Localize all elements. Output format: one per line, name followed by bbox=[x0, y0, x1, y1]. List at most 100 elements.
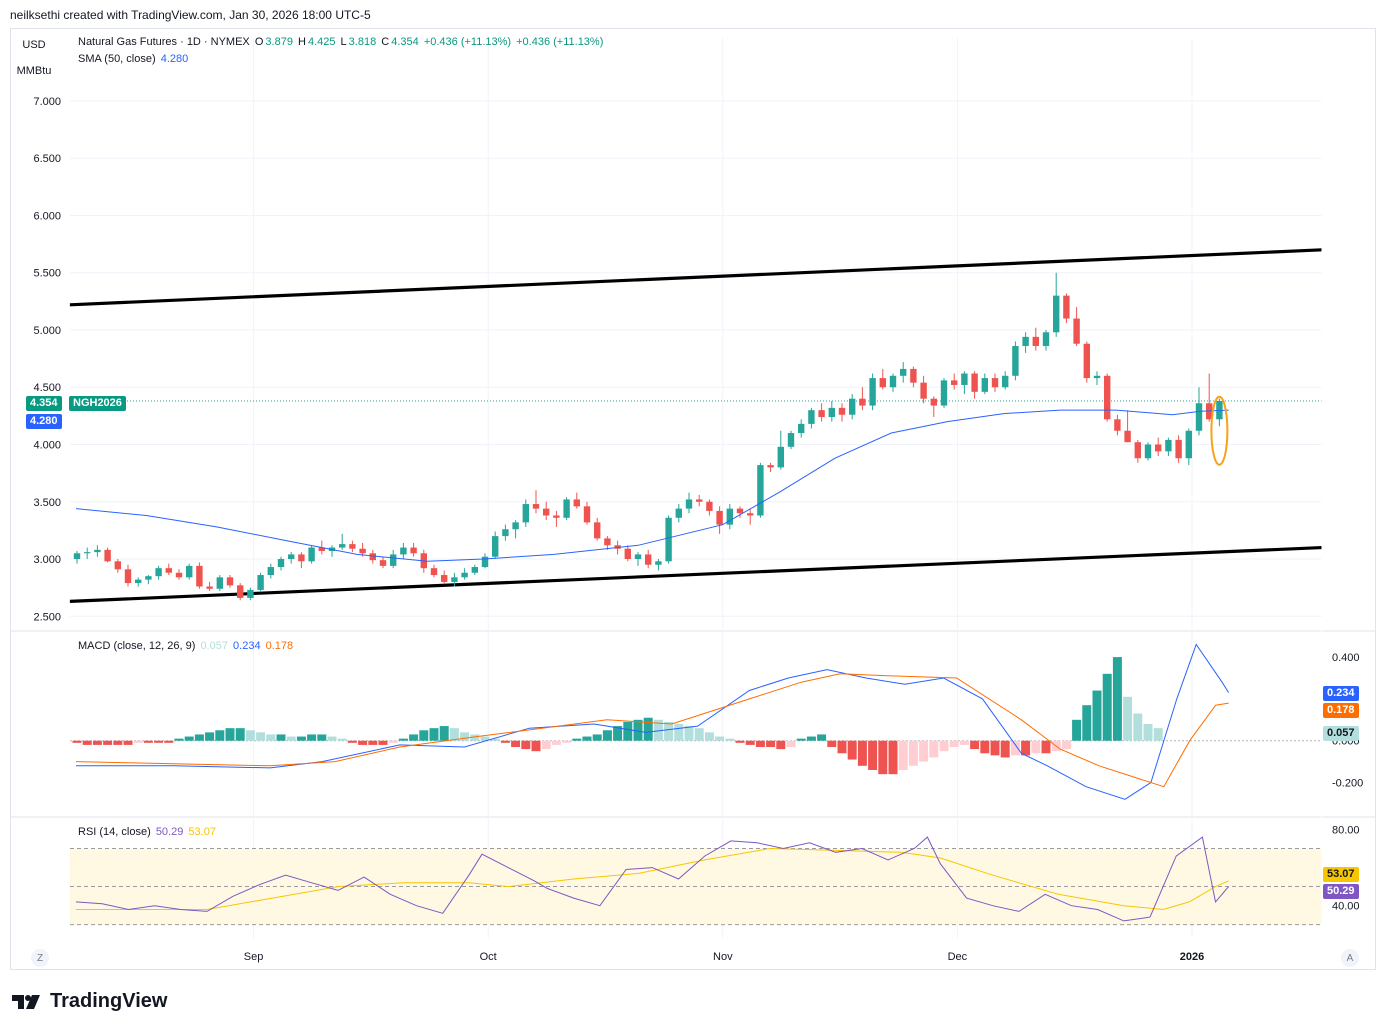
candle-body bbox=[1042, 332, 1050, 347]
candle-body bbox=[400, 547, 407, 555]
candle-body bbox=[1053, 295, 1060, 333]
candle-body bbox=[522, 504, 529, 523]
y-tick-label: 3.000 bbox=[33, 554, 61, 566]
candle-body bbox=[645, 554, 652, 565]
macd-histogram-bar bbox=[766, 740, 776, 747]
candle-body bbox=[298, 554, 305, 562]
macd-histogram-bar bbox=[1041, 740, 1051, 754]
sma-badge-left: 4.280 bbox=[26, 414, 62, 429]
macd-histogram-bar bbox=[1021, 740, 1031, 756]
candle-body bbox=[216, 577, 223, 589]
candle-body bbox=[787, 433, 795, 447]
lower-trendline bbox=[69, 545, 1323, 603]
candle-body bbox=[471, 567, 478, 573]
macd-histogram-bar bbox=[225, 728, 235, 741]
candle-body bbox=[492, 536, 499, 557]
rsi-legend: RSI (14, close) 50.29 53.07 bbox=[78, 826, 218, 838]
macd-histogram-bar bbox=[715, 736, 725, 741]
candle-body bbox=[838, 407, 846, 415]
macd-histogram-bar bbox=[653, 719, 663, 741]
macd-histogram-bar bbox=[358, 740, 368, 745]
macd-histogram-bar bbox=[939, 740, 949, 752]
macd-histogram-bar bbox=[184, 736, 194, 741]
candle-body bbox=[461, 572, 468, 578]
candle-body bbox=[114, 561, 121, 570]
macd-histogram-bar bbox=[582, 736, 592, 741]
candle-body bbox=[971, 373, 978, 392]
symbol-title[interactable]: Natural Gas Futures · 1D · NYMEX bbox=[78, 36, 250, 48]
candle-body bbox=[543, 508, 550, 516]
candle-body bbox=[624, 548, 631, 560]
candle-body bbox=[634, 554, 642, 560]
low-value: 3.818 bbox=[348, 36, 377, 48]
candle-body bbox=[410, 547, 417, 554]
corner-left-button[interactable]: Z bbox=[31, 949, 49, 967]
currency-button[interactable]: USD bbox=[15, 34, 53, 56]
candle-body bbox=[155, 568, 162, 577]
candle-body bbox=[1022, 336, 1029, 347]
macd-histogram-bar bbox=[378, 740, 388, 745]
candle-body bbox=[1124, 430, 1131, 443]
macd-histogram-bar bbox=[72, 740, 82, 743]
candle-body bbox=[583, 506, 591, 523]
macd-histogram-bar bbox=[133, 740, 143, 743]
macd-histogram-bar bbox=[449, 728, 459, 741]
unit-button[interactable]: MMBtu bbox=[15, 60, 53, 82]
tradingview-logo[interactable]: TradingView bbox=[12, 990, 167, 1013]
macd-histogram-bar bbox=[735, 740, 745, 743]
open-label: O bbox=[254, 36, 264, 48]
candle-body bbox=[736, 508, 744, 514]
macd-histogram-bar bbox=[847, 740, 857, 760]
candle-body bbox=[1093, 375, 1101, 379]
candle-body bbox=[135, 579, 142, 584]
candle-body bbox=[798, 423, 805, 434]
macd-y-tick-label: -0.200 bbox=[1332, 778, 1363, 790]
macd-histogram-bar bbox=[235, 728, 245, 741]
candle-body bbox=[696, 499, 703, 502]
candle-body bbox=[1063, 295, 1070, 319]
rsi-y-tick-label: 40.00 bbox=[1332, 901, 1360, 913]
chart-credit: neilksethi created with TradingView.com,… bbox=[10, 8, 371, 22]
rsi-label[interactable]: RSI (14, close) bbox=[78, 826, 151, 838]
sma-line bbox=[75, 409, 1229, 562]
macd-hist-value: 0.057 bbox=[200, 640, 228, 652]
macd-hist-badge: 0.057 bbox=[1323, 726, 1359, 741]
candle-body bbox=[145, 576, 152, 580]
change-value: +0.436 (+11.13%) bbox=[423, 36, 512, 48]
macd-histogram-bar bbox=[623, 721, 633, 741]
macd-histogram-bar bbox=[347, 740, 357, 743]
macd-histogram-bar bbox=[317, 734, 327, 741]
sma-label[interactable]: SMA (50, close) bbox=[78, 53, 156, 65]
macd-label[interactable]: MACD (close, 12, 26, 9) bbox=[78, 640, 196, 652]
macd-histogram-bar bbox=[694, 728, 704, 741]
candle-body bbox=[1073, 318, 1080, 344]
candle-body bbox=[563, 499, 570, 518]
rsi-ma-value: 53.07 bbox=[188, 826, 216, 838]
macd-histogram-bar bbox=[490, 738, 500, 741]
macd-histogram-bar bbox=[500, 740, 510, 743]
macd-histogram-bar bbox=[1133, 713, 1143, 741]
macd-histogram-bar bbox=[154, 740, 164, 743]
logo-text: TradingView bbox=[50, 990, 168, 1012]
macd-histogram-bar bbox=[286, 736, 296, 741]
macd-histogram-bar bbox=[439, 726, 449, 741]
close-value: 4.354 bbox=[391, 36, 419, 48]
rsi-y-tick-label: 80.00 bbox=[1332, 824, 1360, 836]
macd-histogram-bar bbox=[837, 740, 847, 754]
macd-histogram-bar bbox=[796, 738, 806, 741]
macd-histogram-bar bbox=[827, 740, 837, 747]
open-value: 3.879 bbox=[265, 36, 293, 48]
candle-body bbox=[655, 561, 662, 565]
macd-histogram-bar bbox=[194, 734, 204, 741]
corner-right-button[interactable]: A bbox=[1341, 949, 1359, 967]
macd-histogram-bar bbox=[745, 740, 755, 745]
candle-body bbox=[553, 515, 560, 518]
candle-body bbox=[318, 547, 325, 551]
close-label: C bbox=[381, 36, 390, 48]
candle-body bbox=[1104, 375, 1111, 420]
macd-histogram-bar bbox=[1123, 696, 1133, 741]
macd-histogram-bar bbox=[898, 740, 908, 770]
candle-body bbox=[981, 378, 988, 392]
high-label: H bbox=[298, 36, 306, 48]
